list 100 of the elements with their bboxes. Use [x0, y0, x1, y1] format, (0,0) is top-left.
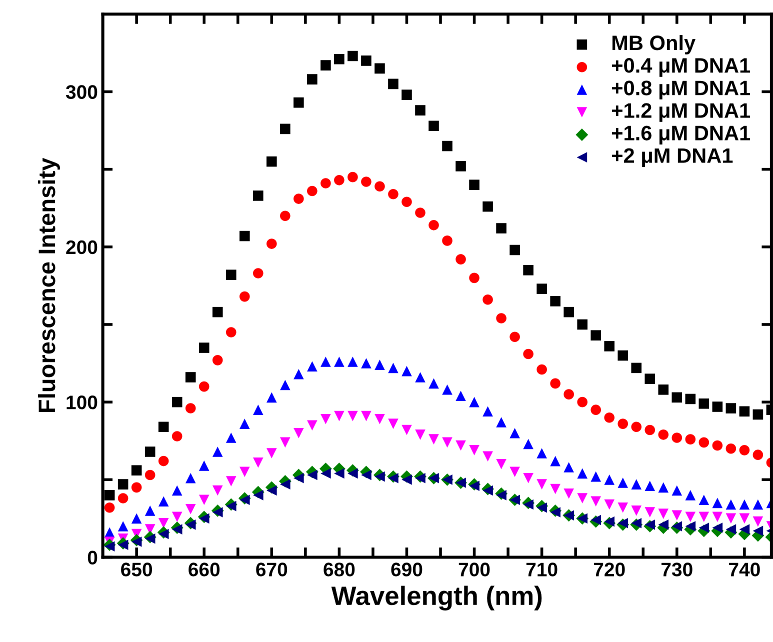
- point: [104, 490, 115, 500]
- x-tick-label: 650: [121, 562, 152, 576]
- point: [226, 327, 236, 338]
- point: [294, 97, 304, 108]
- point: [402, 474, 412, 485]
- point: [469, 445, 480, 456]
- point: [185, 372, 196, 382]
- point: [334, 410, 344, 422]
- point: [510, 332, 520, 342]
- point: [644, 507, 656, 518]
- point: [239, 230, 250, 242]
- point: [172, 431, 182, 442]
- point: [712, 522, 723, 533]
- point: [144, 446, 156, 457]
- point: [442, 140, 452, 152]
- point: [564, 488, 574, 499]
- point: [239, 291, 250, 302]
- point: [442, 437, 452, 448]
- point: [618, 518, 628, 528]
- point: [469, 480, 480, 492]
- point: [685, 512, 696, 522]
- point: [239, 494, 250, 505]
- point: [536, 364, 547, 375]
- point: [415, 208, 426, 218]
- point: [294, 194, 304, 204]
- point: [564, 389, 574, 400]
- point: [739, 513, 750, 524]
- point: [523, 499, 534, 510]
- point: [172, 396, 182, 408]
- point: [388, 78, 398, 90]
- point: [239, 466, 250, 478]
- point: [185, 504, 196, 514]
- point: [320, 178, 331, 188]
- point: [469, 272, 480, 284]
- x-tick-label: 740: [729, 562, 760, 576]
- point: [361, 470, 372, 480]
- point: [131, 536, 142, 547]
- point: [523, 472, 534, 484]
- point: [374, 63, 385, 74]
- x-tick-label: 690: [391, 562, 422, 576]
- point: [564, 306, 574, 318]
- point: [590, 514, 601, 526]
- point: [415, 472, 426, 484]
- point: [577, 493, 588, 504]
- point: [118, 540, 128, 550]
- point: [752, 409, 764, 420]
- point: [672, 392, 682, 403]
- point: [415, 430, 426, 440]
- point: [658, 430, 669, 440]
- point: [604, 412, 615, 423]
- point: [604, 474, 615, 485]
- point: [131, 513, 142, 524]
- point: [280, 437, 290, 448]
- point: [212, 355, 223, 366]
- point: [104, 502, 115, 513]
- point: [577, 396, 588, 408]
- point: [482, 294, 493, 305]
- point: [226, 476, 236, 486]
- point: [158, 496, 169, 507]
- y-tick-label: 0: [88, 550, 98, 564]
- point: [185, 403, 196, 414]
- point: [320, 468, 331, 479]
- point: [712, 402, 723, 412]
- legend-label: +2 μM DNA1: [612, 148, 733, 168]
- point: [618, 350, 628, 361]
- point: [672, 521, 682, 532]
- point: [253, 268, 264, 278]
- point: [374, 471, 385, 482]
- x-axis-title: Wavelength (nm): [331, 586, 542, 611]
- point: [212, 306, 223, 318]
- point: [334, 356, 344, 367]
- point: [523, 265, 534, 276]
- point: [253, 404, 264, 415]
- point: [348, 410, 358, 422]
- x-tick-label: 730: [662, 562, 692, 576]
- point: [726, 499, 736, 510]
- point: [590, 404, 601, 415]
- point: [685, 394, 696, 404]
- point: [144, 470, 156, 480]
- point: [658, 482, 669, 493]
- point: [698, 437, 710, 448]
- point: [752, 499, 764, 510]
- point: [739, 499, 750, 510]
- point: [307, 186, 318, 196]
- point: [644, 480, 656, 492]
- point: [266, 448, 277, 458]
- point: [402, 196, 412, 208]
- point: [374, 360, 385, 370]
- point: [536, 284, 547, 294]
- point: [712, 498, 723, 508]
- point: [131, 482, 142, 493]
- point: [348, 468, 358, 479]
- point: [144, 506, 156, 516]
- y-tick-label: 300: [66, 85, 98, 99]
- point: [266, 156, 277, 167]
- point: [280, 124, 290, 134]
- point: [158, 422, 169, 432]
- point: [644, 374, 656, 384]
- point: [280, 210, 290, 222]
- point: [361, 358, 372, 368]
